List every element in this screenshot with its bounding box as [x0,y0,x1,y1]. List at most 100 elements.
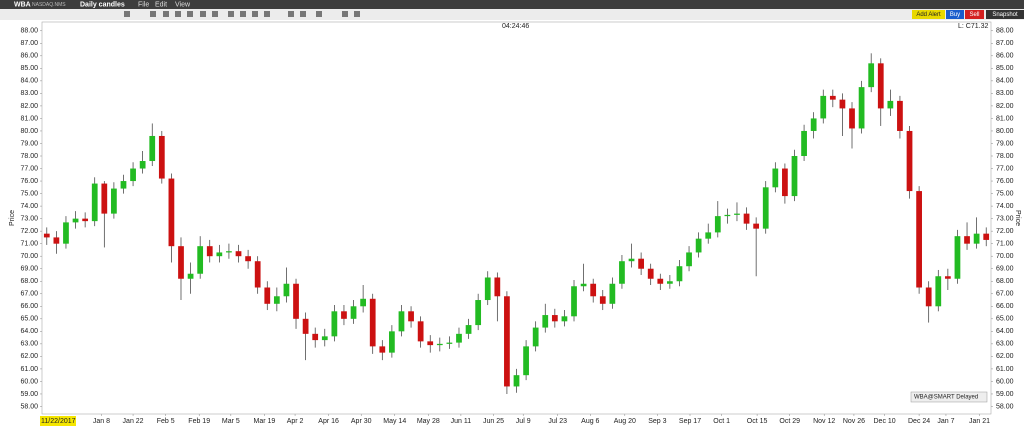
candle-body [120,181,127,189]
y-tick-label: 85.00 [20,65,38,72]
y-tick-label: 67.00 [996,291,1014,298]
y-tick-label: 80.00 [20,128,38,135]
sell-button[interactable] [965,10,984,19]
candle-body [187,273,194,279]
y-tick-label: 86.00 [20,53,38,60]
candle-body [944,276,951,279]
y-tick-label: 79.00 [20,140,38,147]
candle-body [484,277,491,301]
candle-body [619,261,625,284]
candle-body [197,246,204,274]
candle-body [139,161,146,169]
candle-body [293,283,299,319]
y-tick-label: 75.00 [996,190,1014,197]
candle-body [925,287,932,307]
y-tick-label: 62.00 [996,353,1014,360]
y-tick-label: 58.00 [996,403,1014,410]
candle-body [312,333,319,341]
y-tick-label: 66.00 [996,303,1014,310]
y-tick-label: 58.00 [20,403,38,410]
y-tick-label: 81.00 [996,115,1014,122]
x-tick-label: Aug 20 [614,418,636,425]
x-tick-label: Sep 17 [679,418,701,425]
candle-body [235,251,242,257]
candle-body [513,375,520,387]
candle-body [580,283,587,287]
y-tick-label: 85.00 [996,65,1014,72]
button-label[interactable]: Sell [969,12,979,18]
candle-body [523,346,529,376]
y-tick-label: 83.00 [996,90,1014,97]
candle-body [829,95,836,100]
candle-body [638,258,644,269]
candle-body [705,232,712,239]
candle-body [858,87,865,129]
title-bar [0,0,1024,9]
candle-body [657,278,664,284]
candle-body [283,283,290,297]
candle-body [101,183,108,214]
y-tick-label: 75.00 [20,190,38,197]
candle-body [168,178,175,247]
candle-body [321,336,328,341]
y-tick-label: 74.00 [20,203,38,210]
candle-body [964,236,970,244]
y-tick-label: 79.00 [996,140,1014,147]
candle-body [695,238,702,253]
source-box [910,391,988,403]
candle-body [666,281,673,284]
candle-body [532,327,539,347]
y-axis-title: Price [1014,210,1021,226]
candle-body [494,277,501,297]
menu[interactable]: File [138,1,149,8]
button-label[interactable]: Snapshot [992,12,1018,18]
x-tick-label: Dec 10 [874,418,896,425]
add-alert-button[interactable] [912,10,945,19]
buy-button[interactable] [946,10,964,19]
candle-body [273,296,280,304]
cursor-date: 11/22/2017 [41,418,76,425]
y-axis-title: Price [9,210,16,226]
x-tick-label: Mar 19 [253,418,275,425]
x-tick-label: Sep 3 [648,418,666,425]
y-tick-label: 73.00 [996,215,1014,222]
y-tick-label: 82.00 [20,103,38,110]
menu[interactable]: View [175,1,191,8]
candle-body [935,276,942,307]
candle-body [810,118,817,131]
cursor-date-box [40,416,76,426]
y-tick-label: 70.00 [996,253,1014,260]
x-tick-label: Apr 30 [351,418,372,425]
x-tick-label: Feb 19 [188,418,210,425]
y-tick-label: 69.00 [20,266,38,273]
menu[interactable]: Edit [155,1,167,8]
y-tick-label: 80.00 [996,128,1014,135]
y-tick-label: 60.00 [20,378,38,385]
y-tick-label: 87.00 [20,40,38,47]
candle-body [714,216,721,233]
candle-body [542,315,549,328]
candle-body [427,341,434,346]
candle-body [916,191,922,288]
candle-body [609,283,616,304]
candle-body [868,63,875,88]
candle-body [369,298,376,347]
button-label[interactable]: Add Alert [916,12,941,18]
candle-body [178,246,184,279]
symbol[interactable]: WBA [14,1,31,8]
candle-body [877,63,884,109]
snapshot-button[interactable] [986,10,1024,19]
button-label[interactable]: Buy [950,12,960,18]
candle-body [389,331,395,353]
chart-kind[interactable]: Daily candles [80,1,125,8]
y-tick-label: 65.00 [996,316,1014,323]
candle-body [676,266,683,282]
candle-body [226,251,232,253]
y-tick-label: 70.00 [20,253,38,260]
clock: 04:24:46 [502,23,529,30]
y-tick-label: 87.00 [996,40,1014,47]
candle-body [686,252,692,267]
source-label: WBA@SMART Delayed [914,395,978,401]
